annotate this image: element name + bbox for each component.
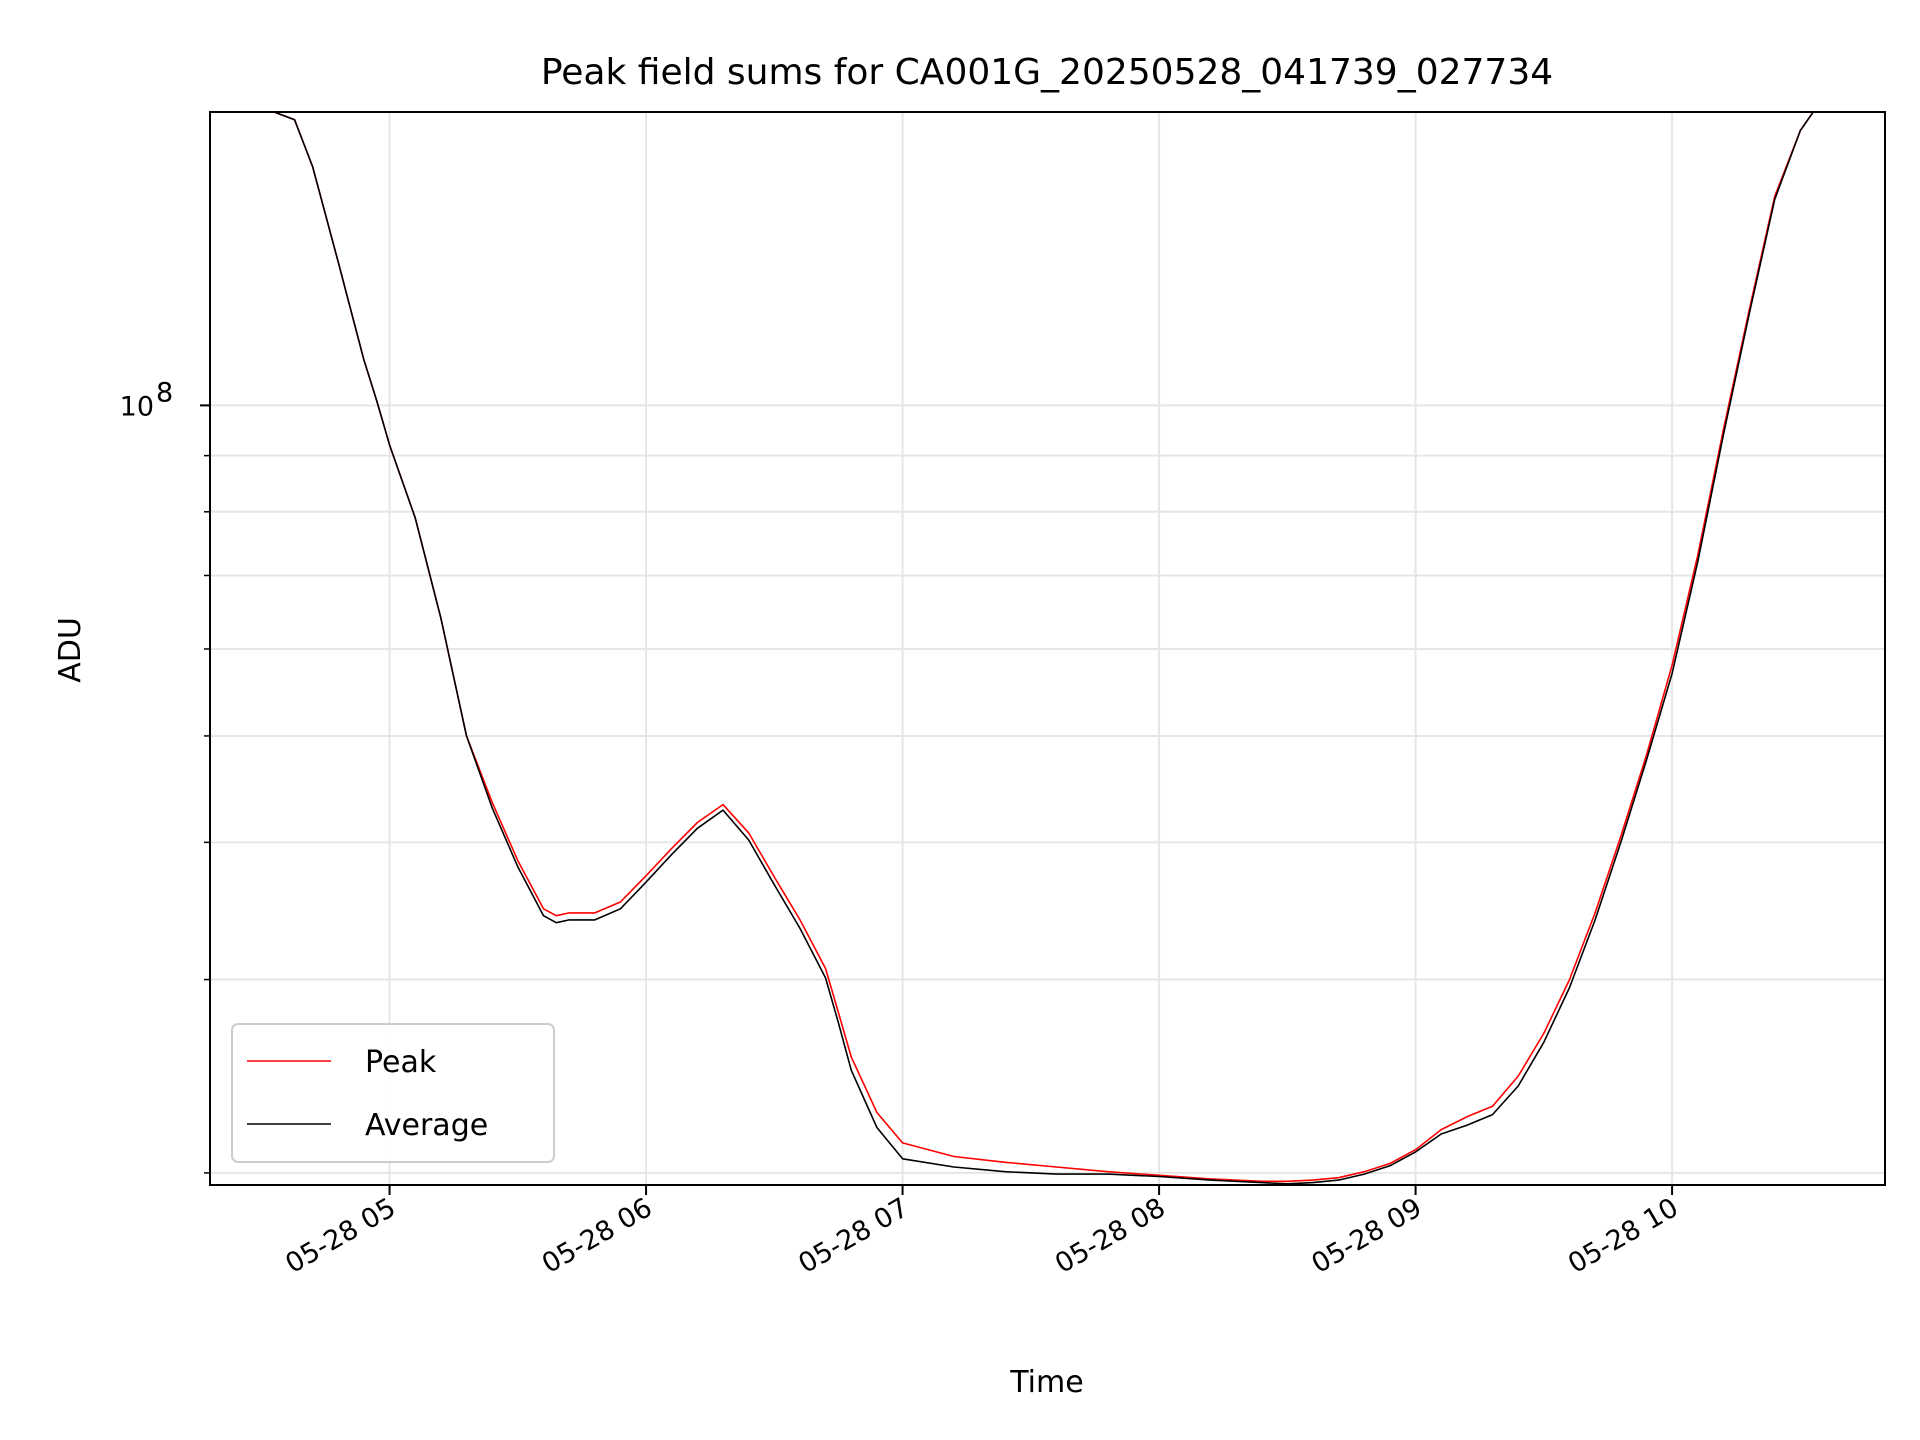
legend-box xyxy=(231,1023,555,1163)
legend-average-label: Average xyxy=(365,1108,488,1143)
y-tick-label-exponent: 8 xyxy=(156,377,173,408)
x-axis-label: Time xyxy=(1009,1365,1083,1400)
series-lines xyxy=(235,112,1852,1185)
legend: Peak Average xyxy=(231,1023,555,1163)
y-axis-label: ADU xyxy=(53,617,88,683)
grid xyxy=(210,112,1885,1185)
series-line-average xyxy=(235,112,1852,1185)
legend-peak-label: Peak xyxy=(365,1045,437,1080)
y-tick-label: 10 xyxy=(120,391,154,422)
chart-title: Peak field sums for CA001G_20250528_0417… xyxy=(541,52,1553,93)
